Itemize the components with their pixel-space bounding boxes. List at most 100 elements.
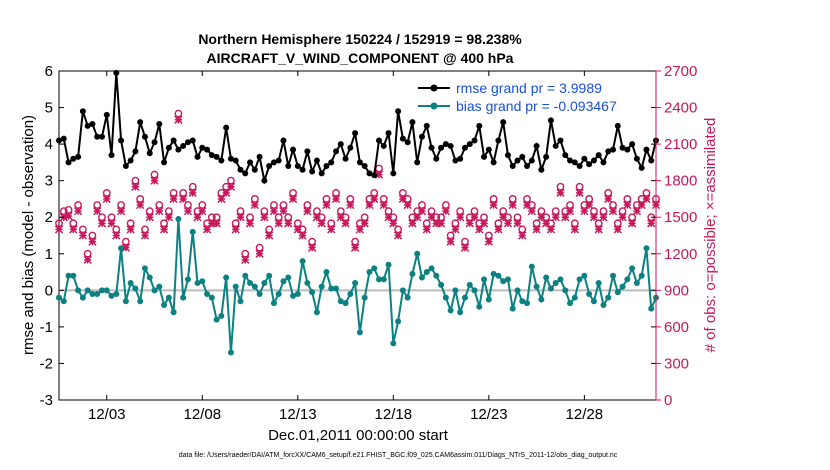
obs-assimilated-point bbox=[202, 225, 212, 234]
obs-assimilated-point bbox=[565, 206, 575, 216]
obs-assimilated-point bbox=[632, 206, 642, 216]
obs-assimilated-point bbox=[97, 219, 107, 228]
bias-point bbox=[204, 290, 211, 297]
bias-point bbox=[500, 278, 507, 285]
bias-point bbox=[242, 272, 249, 279]
rmse-point bbox=[380, 142, 387, 149]
bias-point bbox=[404, 294, 411, 301]
obs-assimilated-point bbox=[179, 194, 188, 204]
rmse-point bbox=[610, 146, 617, 153]
bias-point bbox=[218, 312, 225, 319]
bias-point bbox=[175, 216, 182, 223]
rmse-point bbox=[333, 148, 340, 155]
obs-assimilated-point bbox=[78, 231, 88, 240]
bias-point bbox=[323, 269, 330, 276]
rmse-point bbox=[65, 159, 72, 166]
obs-assimilated-point bbox=[327, 225, 336, 234]
bias-point bbox=[528, 263, 535, 270]
obs-assimilated-point bbox=[580, 206, 589, 216]
rmse-point bbox=[562, 152, 569, 159]
obs-assimilated-point bbox=[637, 200, 646, 210]
rmse-point bbox=[452, 157, 459, 164]
bias-point bbox=[428, 265, 435, 272]
rmse-point bbox=[309, 168, 316, 175]
obs-assimilated-point bbox=[198, 206, 207, 216]
bias-point bbox=[79, 294, 86, 301]
rmse-point bbox=[113, 69, 120, 76]
bias-point bbox=[371, 265, 378, 272]
obs-count-markers bbox=[54, 109, 661, 265]
legend-bias-label: bias grand pr = -0.093467 bbox=[456, 98, 617, 114]
rmse-point bbox=[543, 153, 550, 160]
obs-assimilated-point bbox=[145, 213, 154, 222]
obs-assimilated-point bbox=[551, 213, 560, 222]
rmse-point bbox=[595, 152, 602, 159]
obs-assimilated-point bbox=[265, 231, 274, 240]
rmse-point bbox=[395, 108, 402, 115]
rmse-point bbox=[94, 133, 101, 140]
bias-point bbox=[89, 290, 96, 297]
rmse-point bbox=[256, 153, 263, 160]
rmse-point bbox=[141, 133, 148, 140]
rmse-point bbox=[313, 157, 320, 164]
bias-point bbox=[385, 261, 392, 268]
rmse-point bbox=[204, 146, 211, 153]
obs-assimilated-point bbox=[374, 170, 384, 179]
rmse-point bbox=[146, 150, 153, 157]
obs-assimilated-point bbox=[613, 225, 622, 234]
bias-point bbox=[333, 285, 340, 292]
y-right-tick-label: 1200 bbox=[664, 246, 697, 263]
obs-assimilated-point bbox=[131, 182, 140, 191]
rmse-point bbox=[648, 157, 655, 164]
rmse-point bbox=[337, 141, 344, 148]
rmse-point bbox=[547, 117, 554, 124]
bias-point bbox=[366, 269, 373, 276]
obs-assimilated-point bbox=[484, 237, 493, 246]
obs-assimilated-point bbox=[303, 206, 312, 216]
bias-point bbox=[414, 250, 421, 257]
obs-assimilated-point bbox=[155, 206, 164, 216]
rmse-point bbox=[223, 124, 230, 131]
obs-assimilated-point bbox=[350, 243, 360, 252]
rmse-point bbox=[280, 137, 287, 144]
obs-assimilated-point bbox=[413, 213, 422, 222]
y-right-tick-label: 900 bbox=[664, 282, 689, 299]
rmse-point bbox=[189, 137, 196, 144]
bias-point bbox=[571, 294, 578, 301]
obs-assimilated-point bbox=[537, 213, 546, 222]
obs-assimilated-point bbox=[384, 213, 393, 222]
obs-assimilated-point bbox=[88, 237, 97, 246]
bias-point bbox=[94, 290, 101, 297]
obs-assimilated-point bbox=[465, 219, 474, 228]
obs-assimilated-point bbox=[255, 249, 264, 258]
bias-point bbox=[98, 287, 105, 294]
obs-assimilated-point bbox=[403, 200, 412, 210]
y-right-tick-label: 2100 bbox=[664, 136, 697, 153]
rmse-point bbox=[638, 164, 645, 171]
rmse-point bbox=[75, 153, 82, 160]
bias-point bbox=[471, 287, 478, 294]
rmse-point bbox=[385, 130, 392, 137]
obs-assimilated-point bbox=[217, 194, 226, 204]
bias-point bbox=[485, 296, 492, 303]
obs-assimilated-point bbox=[393, 231, 403, 240]
bias-point bbox=[638, 272, 645, 279]
rmse-point bbox=[261, 177, 268, 184]
rmse-point bbox=[423, 122, 430, 129]
rmse-point bbox=[242, 170, 249, 177]
rmse-point bbox=[590, 157, 597, 164]
y-right-tick-label: 2700 bbox=[664, 63, 697, 80]
bias-point bbox=[299, 258, 306, 265]
y-tick-label: 2 bbox=[45, 209, 53, 226]
bias-point bbox=[304, 280, 311, 287]
bias-point bbox=[84, 287, 91, 294]
y-right-tick-label: 2400 bbox=[664, 100, 697, 117]
obs-assimilated-point bbox=[207, 219, 216, 228]
rmse-point bbox=[409, 119, 416, 126]
obs-assimilated-point bbox=[336, 213, 345, 222]
bias-point bbox=[165, 294, 172, 301]
rmse-point bbox=[170, 137, 177, 144]
rmse-point bbox=[137, 119, 144, 126]
bias-point bbox=[356, 329, 363, 336]
bias-point bbox=[108, 292, 115, 299]
